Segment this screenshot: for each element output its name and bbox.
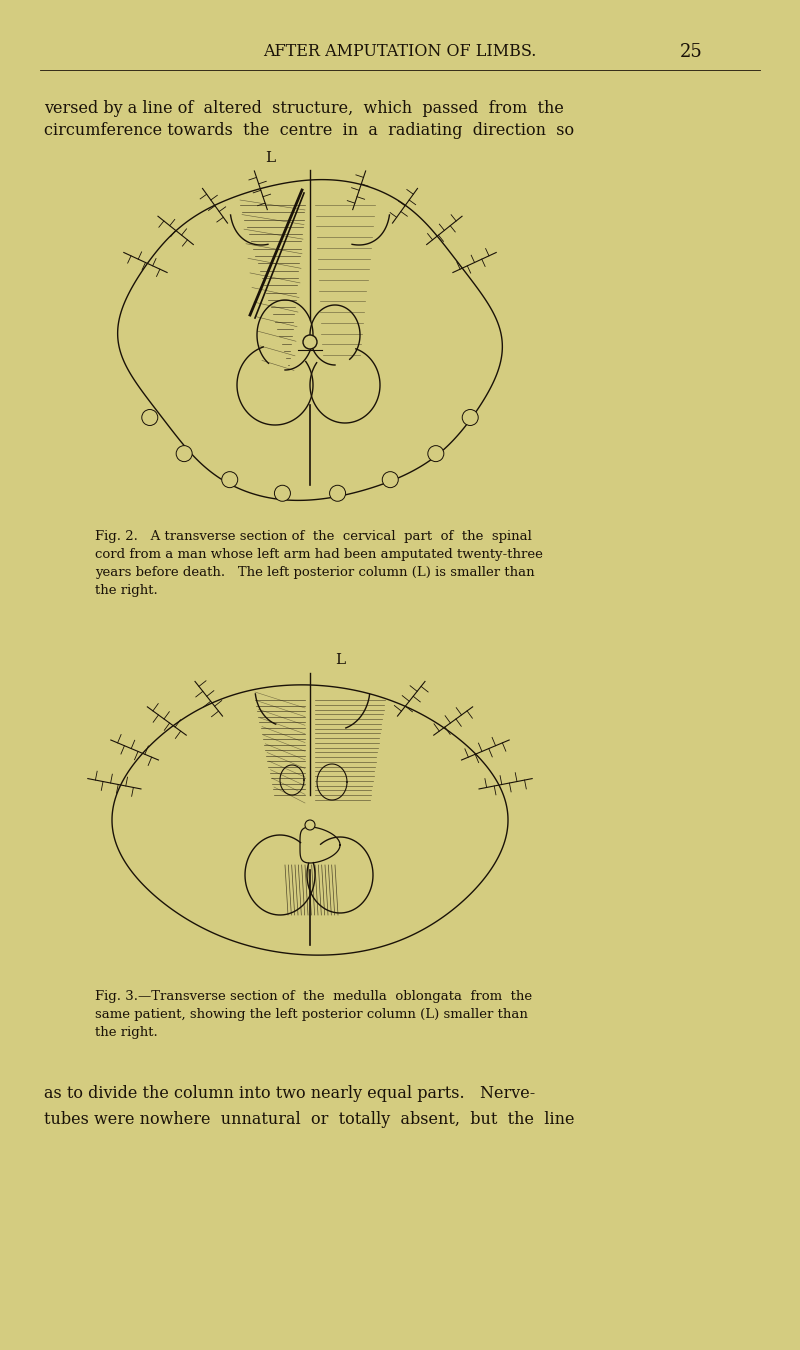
Circle shape bbox=[176, 446, 192, 462]
Text: cord from a man whose left arm had been amputated twenty-three: cord from a man whose left arm had been … bbox=[95, 548, 543, 562]
Circle shape bbox=[274, 485, 290, 501]
Text: Fig. 2.   A transverse section of  the  cervical  part  of  the  spinal: Fig. 2. A transverse section of the cerv… bbox=[95, 531, 532, 543]
Circle shape bbox=[222, 471, 238, 487]
Text: years before death.   The left posterior column (L) is smaller than: years before death. The left posterior c… bbox=[95, 566, 534, 579]
Text: same patient, showing the left posterior column (L) smaller than: same patient, showing the left posterior… bbox=[95, 1008, 528, 1021]
Text: as to divide the column into two nearly equal parts.   Nerve-: as to divide the column into two nearly … bbox=[44, 1085, 535, 1102]
Text: tubes were nowhere  unnatural  or  totally  absent,  but  the  line: tubes were nowhere unnatural or totally … bbox=[44, 1111, 574, 1129]
Text: Fig. 3.—Transverse section of  the  medulla  oblongata  from  the: Fig. 3.—Transverse section of the medull… bbox=[95, 990, 532, 1003]
Circle shape bbox=[305, 819, 315, 830]
Text: 25: 25 bbox=[680, 43, 702, 61]
Polygon shape bbox=[112, 684, 508, 956]
Text: versed by a line of  altered  structure,  which  passed  from  the: versed by a line of altered structure, w… bbox=[44, 100, 564, 117]
Circle shape bbox=[428, 446, 444, 462]
Circle shape bbox=[462, 409, 478, 425]
Circle shape bbox=[142, 409, 158, 425]
Circle shape bbox=[303, 335, 317, 350]
Text: the right.: the right. bbox=[95, 585, 158, 597]
Circle shape bbox=[382, 471, 398, 487]
Circle shape bbox=[330, 485, 346, 501]
Text: circumference towards  the  centre  in  a  radiating  direction  so: circumference towards the centre in a ra… bbox=[44, 122, 574, 139]
Text: L: L bbox=[265, 151, 275, 165]
Text: AFTER AMPUTATION OF LIMBS.: AFTER AMPUTATION OF LIMBS. bbox=[263, 43, 537, 61]
Text: L: L bbox=[335, 653, 345, 667]
Polygon shape bbox=[118, 180, 502, 501]
Text: the right.: the right. bbox=[95, 1026, 158, 1040]
